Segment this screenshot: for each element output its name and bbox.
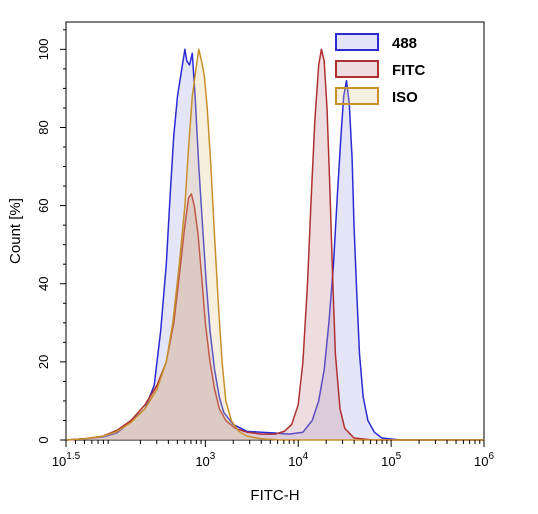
legend-label-488: 488 — [392, 35, 417, 52]
plot-frame — [65, 21, 485, 441]
y-tick-label-0: 0 — [36, 436, 51, 443]
y-tick-label-20: 20 — [36, 355, 51, 369]
x-tick-label-4: 104 — [288, 451, 308, 469]
x-tick-label-3: 103 — [195, 451, 215, 469]
x-tick-label-6: 106 — [474, 451, 494, 469]
series-line-iso — [65, 48, 484, 441]
y-tick-label-40: 40 — [36, 277, 51, 291]
series-fill-iso — [66, 49, 484, 441]
y-axis-title: Count [%] — [7, 198, 24, 264]
ticks-layer: 0 20 40 60 80 100 101.5 103 104 105 106 — [36, 29, 494, 469]
legend-label-iso: ISO — [392, 89, 418, 106]
legend-label-fitc: FITC — [392, 62, 425, 79]
legend: 488 FITC ISO — [335, 33, 425, 106]
legend-swatch-iso — [335, 87, 379, 105]
x-tick-label-1.5: 101.5 — [52, 451, 81, 469]
legend-swatch-488 — [335, 33, 379, 51]
legend-swatch-fitc — [335, 60, 379, 78]
y-tick-label-80: 80 — [36, 120, 51, 134]
y-tick-label-100: 100 — [36, 38, 51, 60]
y-tick-label-60: 60 — [36, 198, 51, 212]
x-tick-label-5: 105 — [381, 451, 401, 469]
series-layer — [65, 48, 484, 441]
x-axis-title: FITC-H — [250, 487, 299, 504]
